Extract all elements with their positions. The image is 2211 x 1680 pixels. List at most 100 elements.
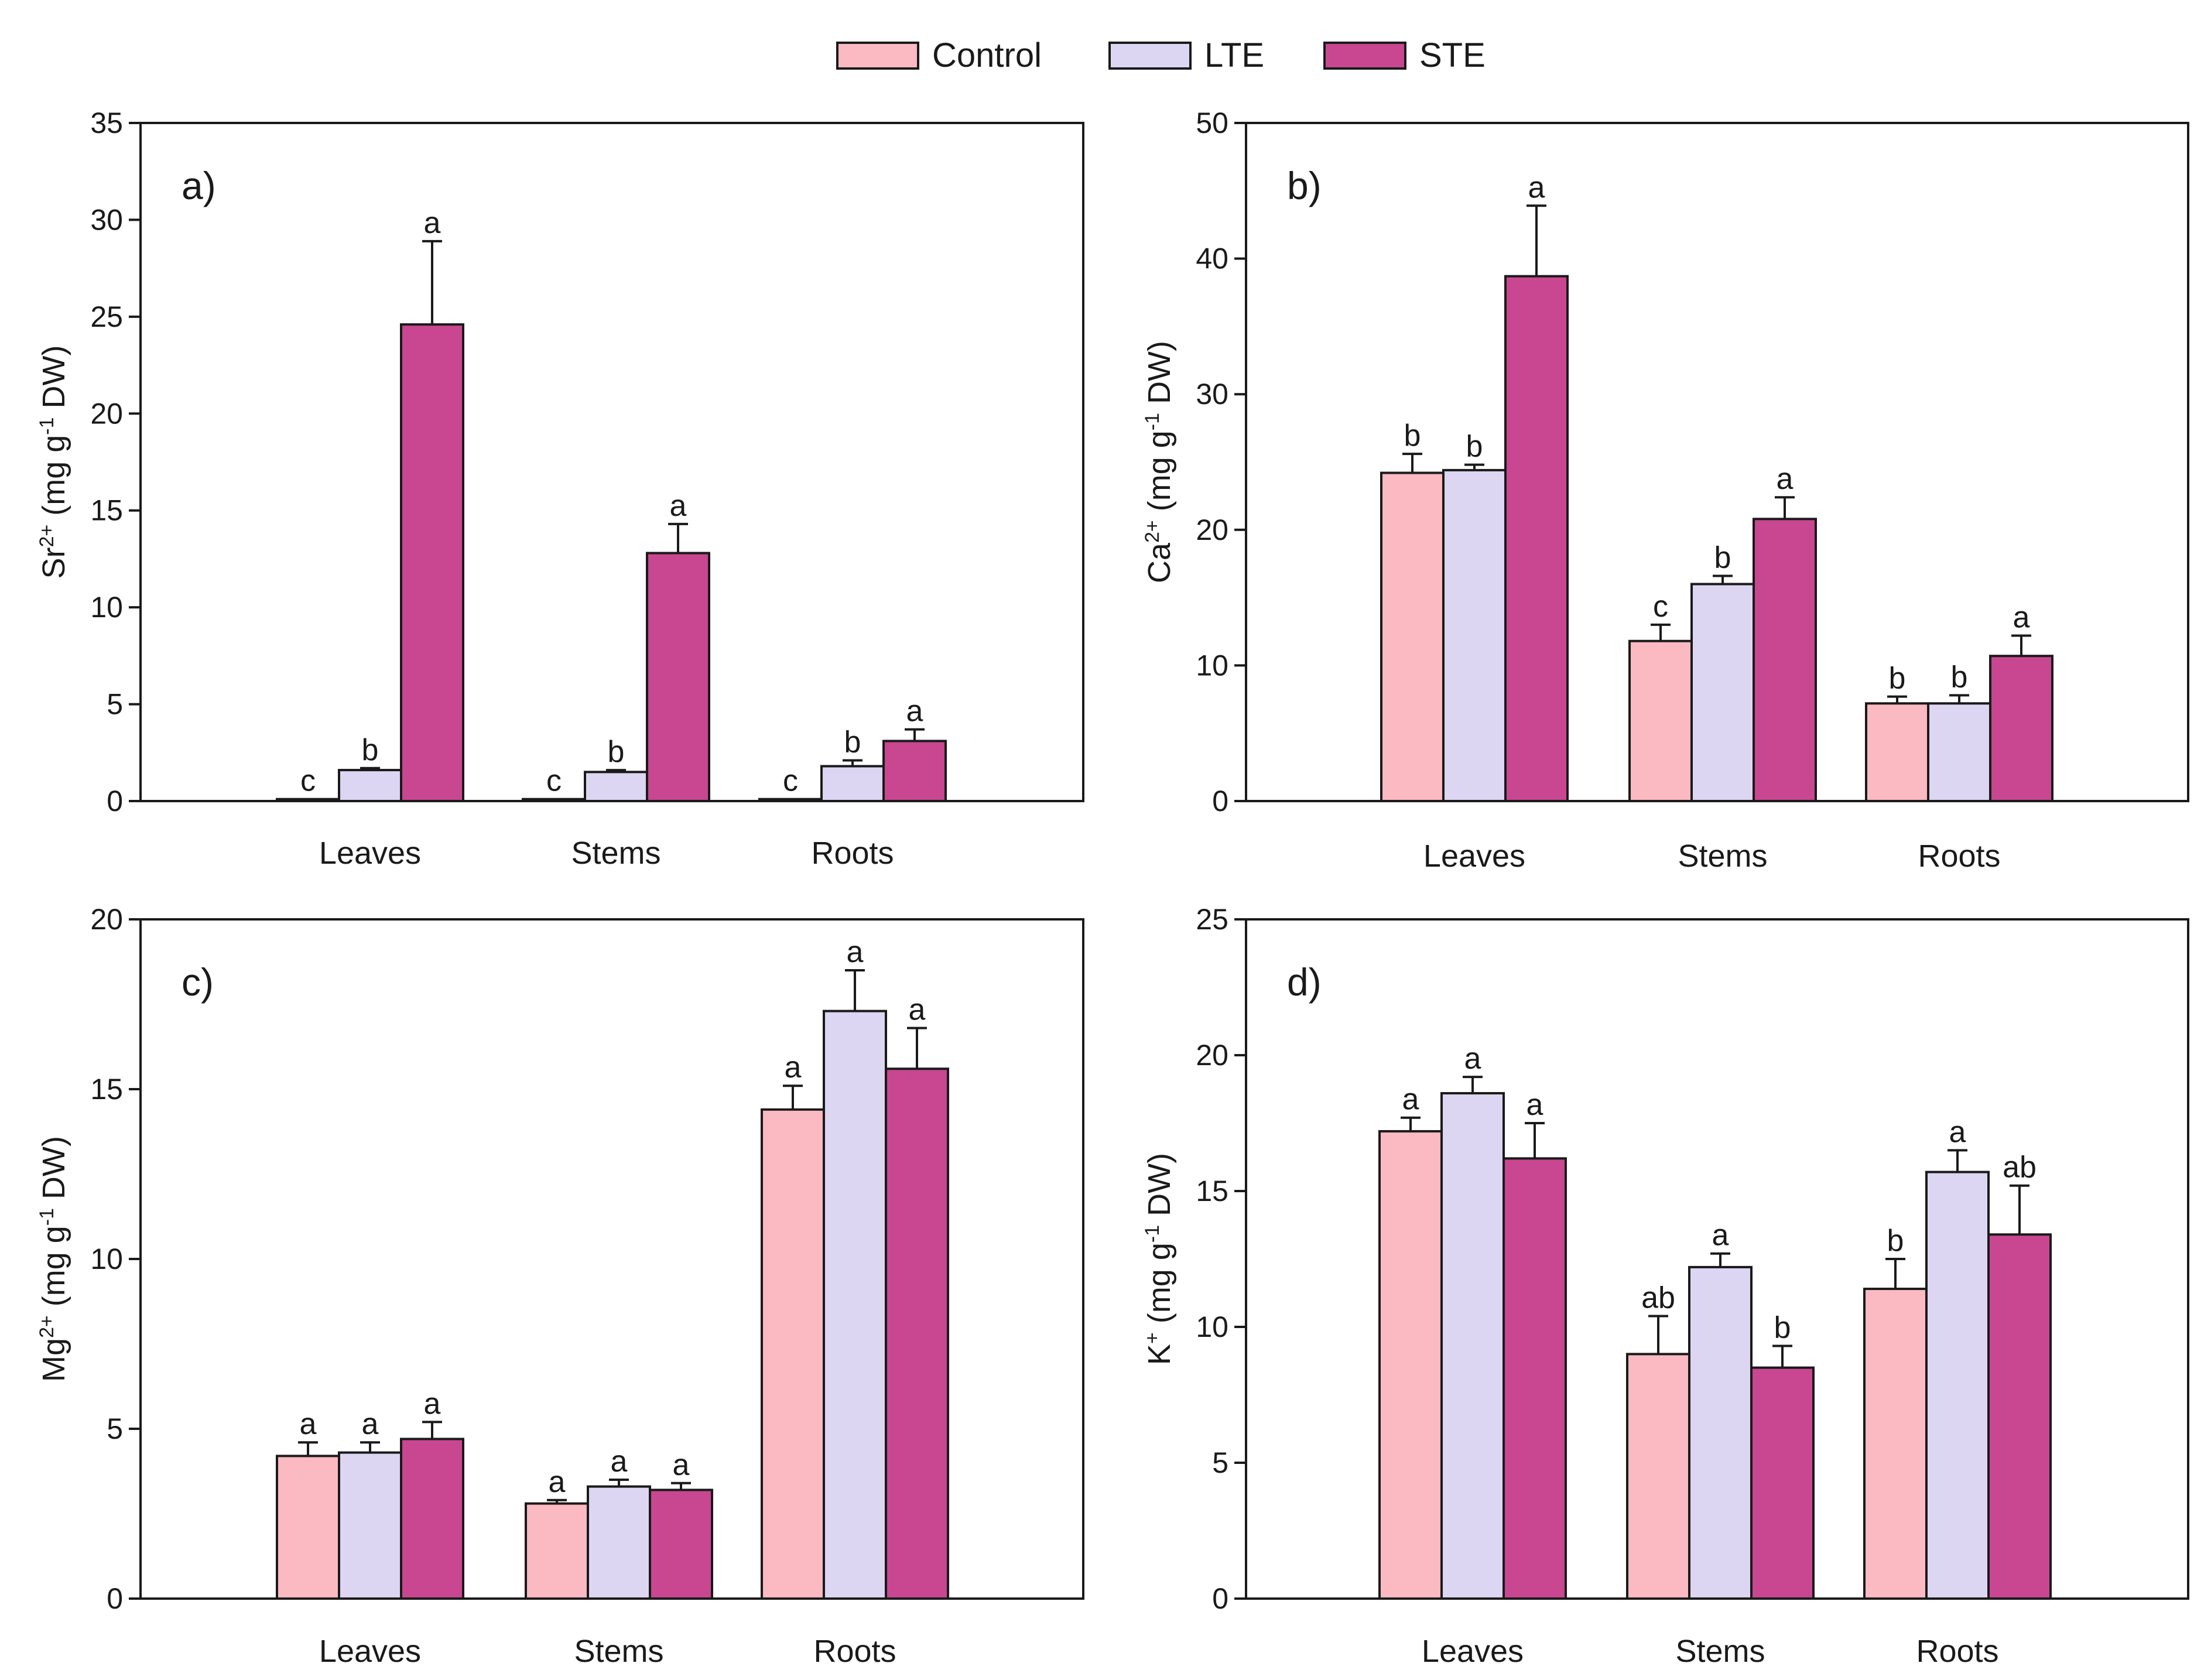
y-tick-label: 15 bbox=[1196, 1175, 1228, 1207]
significance-letter: a bbox=[611, 1445, 628, 1479]
y-axis-title-charge: + bbox=[1141, 1332, 1163, 1344]
bar-lte-roots bbox=[820, 765, 885, 802]
y-axis-title: K+ (mg g-1 DW) bbox=[1141, 1153, 1177, 1365]
y-axis-title-ion: Ca bbox=[1142, 542, 1177, 583]
bar-lte-roots bbox=[823, 1010, 887, 1600]
y-tick-label: 20 bbox=[1196, 1039, 1228, 1072]
x-category-label: Leaves bbox=[1423, 839, 1525, 874]
panel-label: c) bbox=[182, 960, 214, 1004]
panel-a: 0 5 10 15 20 25 30 35 Leaves Stems Roots a) Sr2+ (mg… bbox=[36, 107, 1084, 871]
bar-lte-stems bbox=[587, 1485, 651, 1600]
y-tick-label: 20 bbox=[90, 397, 123, 430]
panel-label: a) bbox=[182, 164, 216, 207]
bar-ste-stems bbox=[1753, 518, 1817, 802]
bar-control-stems bbox=[1628, 639, 1693, 803]
y-tick-label: 0 bbox=[107, 785, 123, 817]
bar-ste-stems bbox=[646, 552, 710, 802]
legend-swatch-lte bbox=[1108, 42, 1192, 70]
significance-letter: b bbox=[1774, 1311, 1791, 1344]
bar-ste-roots bbox=[1987, 1233, 2052, 1600]
x-category-label: Roots bbox=[1918, 839, 2000, 874]
legend: Control LTE STE bbox=[836, 36, 1486, 74]
y-axis-title-unit-post: DW) bbox=[1142, 1153, 1177, 1225]
bar-ste-stems bbox=[649, 1489, 713, 1600]
x-category-label: Stems bbox=[571, 836, 660, 871]
bar-control-stems bbox=[525, 1502, 589, 1600]
legend-swatch-ste bbox=[1323, 42, 1406, 70]
x-category-label: Roots bbox=[811, 836, 894, 871]
significance-letter: c bbox=[546, 764, 562, 798]
y-tick-label: 15 bbox=[90, 1073, 123, 1106]
significance-letter: a bbox=[2013, 600, 2030, 634]
x-category-label: Stems bbox=[1675, 1634, 1765, 1669]
significance-letter: a bbox=[1464, 1042, 1481, 1076]
y-tick-label: 35 bbox=[90, 107, 123, 139]
bar-ste-leaves bbox=[1504, 275, 1569, 802]
bar-lte-leaves bbox=[338, 1451, 402, 1600]
significance-letter: b bbox=[608, 735, 625, 769]
x-category-label: Stems bbox=[574, 1634, 663, 1669]
bar-control-leaves bbox=[276, 798, 340, 802]
bar-control-leaves bbox=[1378, 1130, 1443, 1600]
panel-c: 0 5 10 15 20 Leaves Stems Roots c) Mg2+ (mg g-1 D… bbox=[36, 903, 1084, 1669]
y-axis-title-unit-exp: -1 bbox=[1141, 413, 1163, 430]
y-axis-title-unit-exp: -1 bbox=[36, 1208, 58, 1226]
y-axis-title-unit-pre: (mg g bbox=[36, 1226, 71, 1315]
significance-letter: b bbox=[1466, 430, 1483, 464]
y-axis-title-unit-post: DW) bbox=[36, 1136, 71, 1208]
significance-letter: b bbox=[1404, 419, 1421, 453]
bar-ste-leaves bbox=[1502, 1157, 1567, 1600]
significance-letter: a bbox=[906, 694, 923, 728]
bar-ste-roots bbox=[885, 1067, 949, 1600]
y-tick-label: 20 bbox=[1196, 514, 1228, 546]
y-tick-label: 5 bbox=[107, 688, 123, 721]
bar-lte-stems bbox=[1688, 1265, 1753, 1600]
y-tick-label: 0 bbox=[1212, 785, 1228, 817]
bar-ste-roots bbox=[1989, 655, 2053, 802]
y-axis-title: Mg2+ (mg g-1 DW) bbox=[36, 1136, 71, 1382]
x-category-label: Leaves bbox=[1422, 1634, 1524, 1669]
y-tick-label: 10 bbox=[90, 1243, 123, 1275]
significance-letter: ab bbox=[1641, 1281, 1675, 1315]
y-tick-label: 30 bbox=[90, 203, 123, 236]
significance-letter: a bbox=[1777, 462, 1794, 496]
significance-letter: a bbox=[1527, 1088, 1543, 1122]
significance-letter: b bbox=[1714, 541, 1731, 575]
significance-letter: a bbox=[362, 1407, 379, 1441]
significance-letter: a bbox=[670, 489, 687, 523]
significance-letter: a bbox=[909, 993, 926, 1027]
significance-letter: b bbox=[1951, 660, 1968, 694]
y-axis-title-charge: 2+ bbox=[1141, 520, 1163, 543]
bar-ste-roots bbox=[882, 740, 947, 803]
bar-ste-stems bbox=[1750, 1366, 1815, 1600]
significance-letter: a bbox=[300, 1407, 317, 1441]
bar-control-stems bbox=[1626, 1353, 1690, 1600]
y-axis-title-unit-post: DW) bbox=[1142, 341, 1177, 413]
y-axis-title-unit-exp: -1 bbox=[36, 417, 58, 434]
y-tick-label: 0 bbox=[1212, 1582, 1228, 1615]
bar-lte-roots bbox=[1925, 1171, 1990, 1600]
y-tick-label: 50 bbox=[1196, 107, 1228, 139]
y-tick-label: 40 bbox=[1196, 242, 1228, 275]
significance-letter: c bbox=[783, 764, 798, 798]
significance-letter: a bbox=[1712, 1219, 1729, 1253]
bar-lte-stems bbox=[1690, 583, 1755, 802]
bar-control-leaves bbox=[276, 1455, 340, 1600]
bar-ste-leaves bbox=[400, 1438, 464, 1600]
y-axis-title-ion: Sr bbox=[36, 547, 71, 579]
significance-letter: a bbox=[424, 1387, 441, 1421]
y-axis-title-charge: 2+ bbox=[36, 1315, 58, 1338]
y-axis-title-unit-pre: (mg g bbox=[36, 435, 71, 525]
significance-letter: a bbox=[549, 1465, 566, 1499]
bar-lte-leaves bbox=[338, 769, 402, 803]
bar-control-roots bbox=[1865, 702, 1929, 803]
significance-letter: a bbox=[1949, 1115, 1966, 1149]
significance-letter: c bbox=[1653, 590, 1668, 624]
plot-frame bbox=[139, 122, 1084, 802]
bar-control-roots bbox=[1863, 1288, 1928, 1600]
significance-letter: b bbox=[1889, 662, 1906, 696]
panel-label: b) bbox=[1287, 164, 1322, 207]
legend-label-lte: LTE bbox=[1204, 36, 1264, 74]
y-tick-label: 25 bbox=[1196, 903, 1228, 936]
y-tick-label: 25 bbox=[90, 300, 123, 333]
